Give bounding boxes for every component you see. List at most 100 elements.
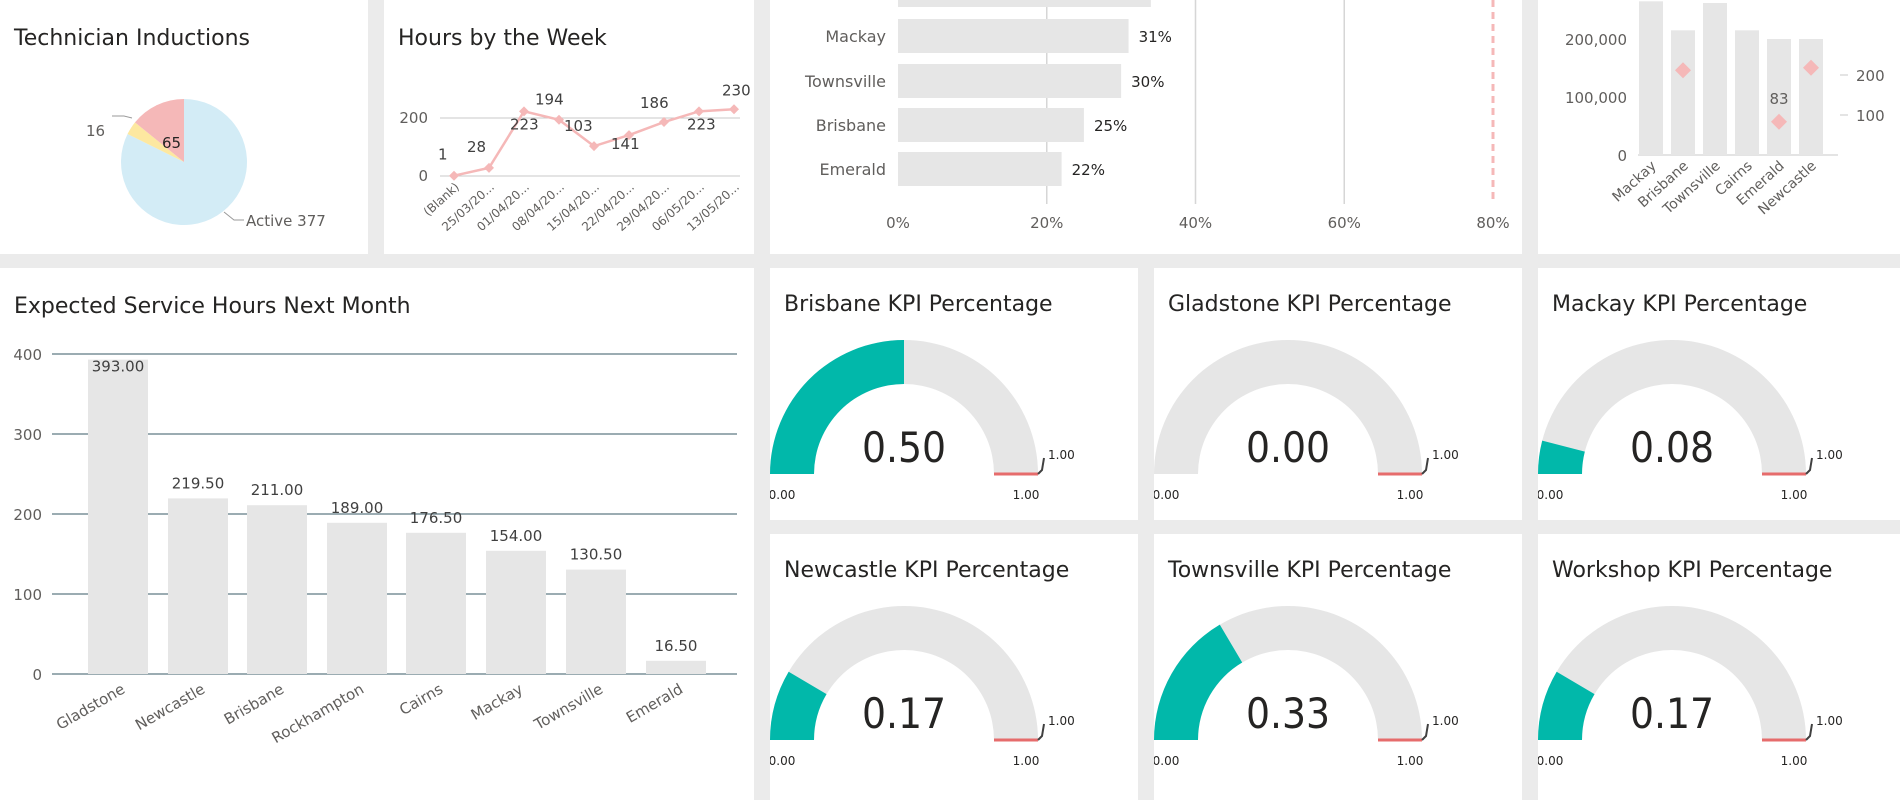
- gauge-max-label: 1.00: [1013, 754, 1040, 768]
- hours-by-week-tile[interactable]: Hours by the Week 0 200 1 28 223 194 103 141 186…: [384, 0, 754, 254]
- line-point: [659, 117, 669, 128]
- bar: [898, 152, 1062, 186]
- gauge-value: 0.33: [1246, 689, 1330, 738]
- data-label: 223: [687, 115, 716, 133]
- value-label: 211.00: [251, 481, 304, 499]
- tile-title: Brisbane KPI Percentage: [784, 292, 1053, 317]
- gauge-target-label: 1.00: [1432, 714, 1459, 728]
- line-point: [729, 104, 739, 115]
- gauge-background: [770, 606, 1038, 740]
- marker-label: 83: [1769, 90, 1788, 108]
- pie-label-65: 65: [162, 134, 181, 152]
- line-point: [554, 114, 564, 125]
- bar: [646, 660, 706, 674]
- service-hours-tile[interactable]: Expected Service Hours Next Month 0 100 20…: [0, 268, 754, 800]
- data-label: 141: [611, 135, 640, 153]
- value-label: 130.50: [570, 546, 623, 564]
- value-label: 31%: [1139, 28, 1172, 46]
- kpi-horizontal-bar-chart[interactable]: Mackay 31% Townsville 30% Brisbane 25% Emerald…: [770, 0, 1522, 254]
- gauge-fill: [1154, 624, 1243, 740]
- bar: [1639, 1, 1663, 155]
- category-label: Townsville: [804, 72, 886, 91]
- service-hours-bar-chart[interactable]: 0 100 200 300 400 393.00 Gladstone 219.50 Newcas…: [0, 268, 754, 800]
- gauge-tile-brisbane[interactable]: Brisbane KPI Percentage 1.00 0.50 0.00 1.00: [770, 268, 1138, 520]
- value-label: 154.00: [490, 527, 543, 545]
- data-label: 194: [535, 91, 564, 109]
- gauge-tile-gladstone[interactable]: Gladstone KPI Percentage 1.00 0.00 0.00 1.0…: [1154, 268, 1522, 520]
- y2-tick-label: 100: [1856, 107, 1885, 125]
- gauge-chart[interactable]: 1.00 0.17 0.00 1.00: [1538, 534, 1900, 800]
- x-tick-label: 20%: [1030, 214, 1063, 232]
- x-tick-label: 60%: [1328, 214, 1361, 232]
- line-point: [589, 141, 599, 152]
- marker-point: [1803, 59, 1819, 76]
- y-tick-label: 0: [32, 666, 42, 684]
- gauge-tile-workshop[interactable]: Workshop KPI Percentage 1.00 0.17 0.00 1.00: [1538, 534, 1900, 800]
- tile-title: Expected Service Hours Next Month: [14, 294, 411, 319]
- bar: [327, 522, 387, 674]
- gauge-chart[interactable]: 1.00 0.50 0.00 1.00: [770, 268, 1138, 520]
- tile-title: Technician Inductions: [14, 26, 250, 51]
- gauge-target-label: 1.00: [1816, 714, 1843, 728]
- gauge-fill: [1538, 671, 1595, 740]
- leader-line: [112, 115, 133, 119]
- target-leader: [1805, 723, 1813, 741]
- category-label: Mackay: [825, 27, 886, 46]
- gauge-chart[interactable]: 1.00 0.33 0.00 1.00: [1154, 534, 1522, 800]
- gauge-chart[interactable]: 1.00 0.00 0.00 1.00: [1154, 268, 1522, 520]
- bar: [566, 569, 626, 674]
- gauge-max-label: 1.00: [1781, 488, 1808, 502]
- gauge-tile-newcastle[interactable]: Newcastle KPI Percentage 1.00 0.17 0.00 1.0…: [770, 534, 1138, 800]
- gauge-tile-townsville[interactable]: Townsville KPI Percentage 1.00 0.33 0.00 1.…: [1154, 534, 1522, 800]
- category-label: Brisbane: [816, 116, 886, 135]
- bar: [898, 19, 1129, 53]
- bar: [247, 505, 307, 674]
- gauge-chart[interactable]: 1.00 0.17 0.00 1.00: [770, 534, 1138, 800]
- combo-bar-chart[interactable]: 0100,000200,000100200MackayBrisbaneTowns…: [1538, 0, 1900, 254]
- gauge-fill: [770, 671, 827, 740]
- x-tick-label: 80%: [1476, 214, 1509, 232]
- value-label: 189.00: [331, 499, 384, 517]
- tile-title: Gladstone KPI Percentage: [1168, 292, 1452, 317]
- bar: [898, 0, 1151, 7]
- gauge-min-label: 0.00: [1154, 488, 1179, 502]
- bar: [168, 498, 228, 674]
- line-point: [484, 162, 494, 173]
- bar: [1799, 39, 1823, 155]
- gauge-value: 0.08: [1630, 423, 1714, 472]
- target-leader: [1421, 723, 1429, 741]
- tile-title: Newcastle KPI Percentage: [784, 558, 1070, 583]
- y-tick-label: 0: [1617, 147, 1627, 165]
- gauge-max-label: 1.00: [1397, 754, 1424, 768]
- bar: [1703, 3, 1727, 156]
- value-label: 22%: [1072, 161, 1105, 179]
- x-tick-label: Townsville: [530, 680, 606, 734]
- tile-title: Mackay KPI Percentage: [1552, 292, 1808, 317]
- gauge-value: 0.50: [862, 423, 946, 472]
- bar: [1671, 30, 1695, 155]
- induction-pie-chart[interactable]: Active 377 16 65: [0, 0, 368, 254]
- data-label: 223: [510, 115, 539, 133]
- gauge-min-label: 0.00: [770, 754, 795, 768]
- tile-title: Workshop KPI Percentage: [1552, 558, 1833, 583]
- combo-chart-tile[interactable]: 0 100,000 200,000 100 200 Mackay Brisbane Towns…: [1538, 0, 1900, 254]
- pie-slice: [134, 99, 184, 162]
- gauge-tile-mackay[interactable]: Mackay KPI Percentage 1.00 0.08 0.00 1.00: [1538, 268, 1900, 520]
- x-tick-label: Newcastle: [132, 680, 208, 734]
- x-tick-label: Emerald: [623, 680, 686, 727]
- gauge-chart[interactable]: 1.00 0.08 0.00 1.00: [1538, 268, 1900, 520]
- kpi-bar-tile[interactable]: Mackay 31% Townsville 30% Brisbane 25% Emerald…: [770, 0, 1522, 254]
- technician-inductions-tile[interactable]: Technician Inductions Active 377 16 65: [0, 0, 368, 254]
- bar: [486, 550, 546, 674]
- target-leader: [1421, 457, 1429, 475]
- line-point: [624, 130, 634, 141]
- x-tick-label: Cairns: [396, 680, 446, 719]
- gauge-background: [1538, 340, 1806, 474]
- gauge-min-label: 0.00: [1538, 488, 1563, 502]
- x-tick-label: Brisbane: [221, 680, 287, 729]
- marker-point: [1675, 62, 1691, 79]
- gauge-min-label: 0.00: [1538, 754, 1563, 768]
- y2-tick-label: 200: [1856, 67, 1885, 85]
- line-point: [449, 170, 459, 181]
